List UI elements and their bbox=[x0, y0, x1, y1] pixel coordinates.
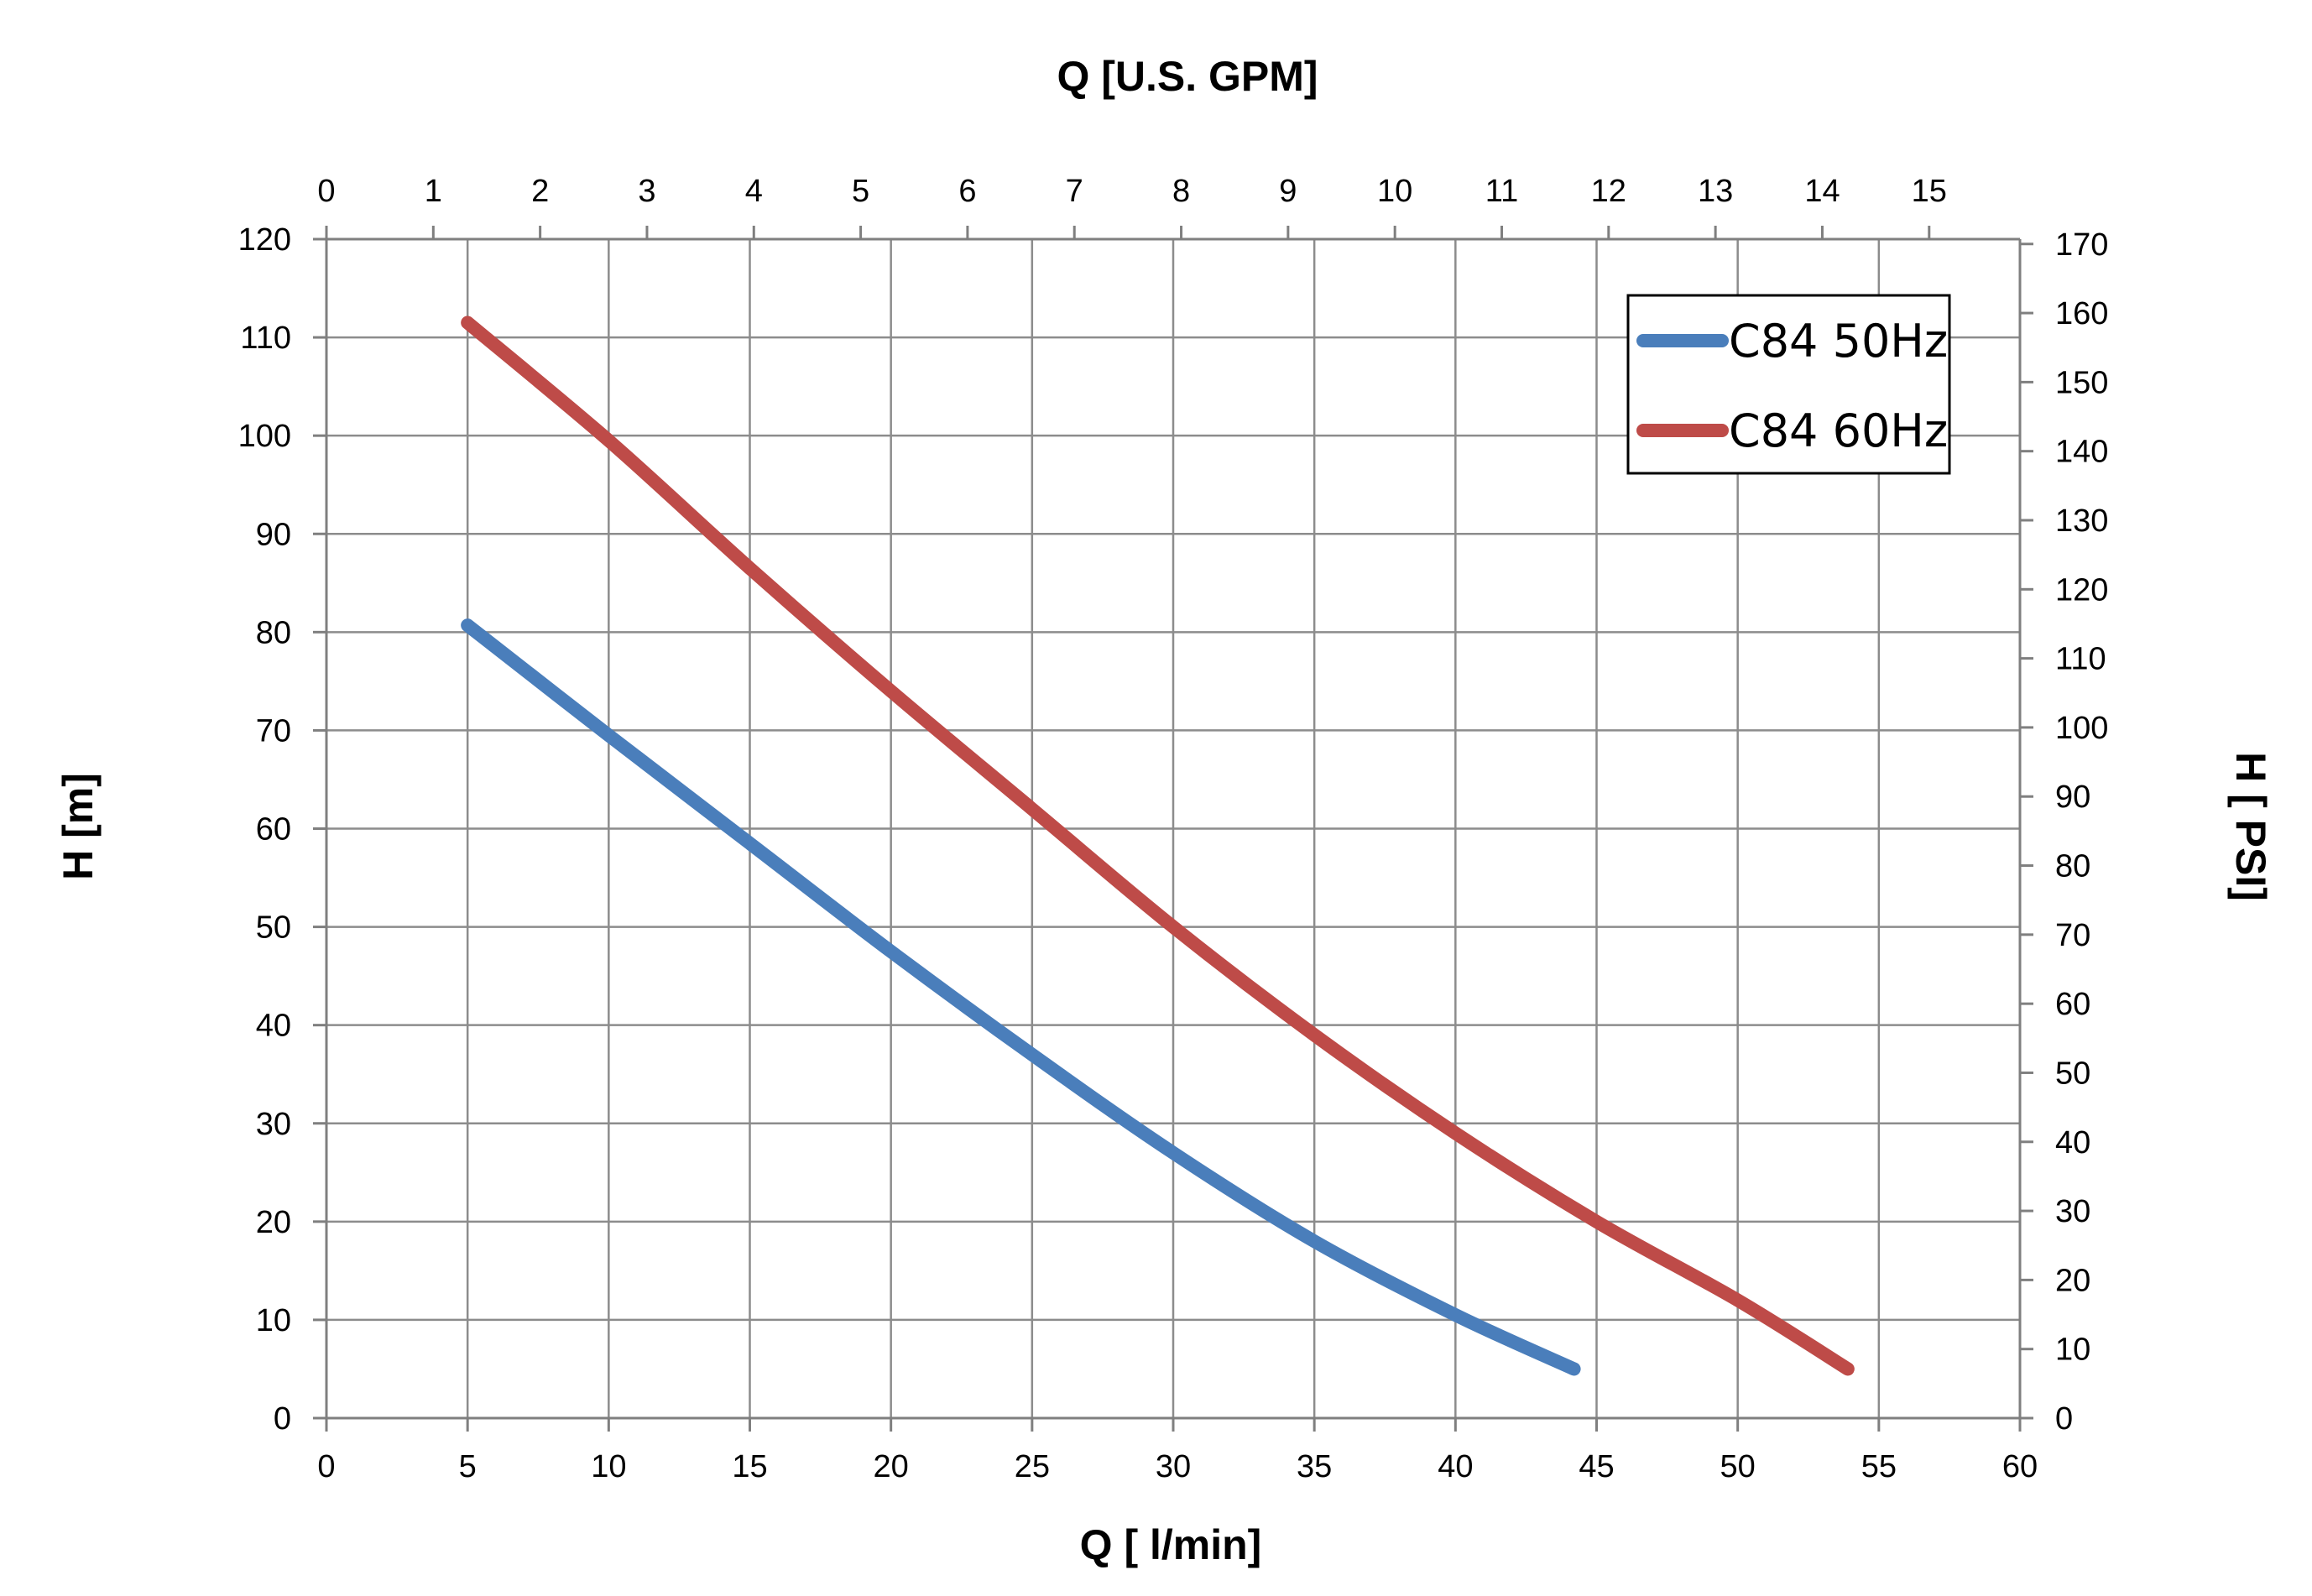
x-bottom-tick-label: 55 bbox=[1861, 1449, 1897, 1484]
x-top-tick-label: 3 bbox=[638, 174, 655, 209]
y-left-tick-label: 50 bbox=[256, 910, 291, 946]
series bbox=[461, 316, 1855, 1376]
y-left-tick-label: 40 bbox=[256, 1009, 291, 1044]
y-right-tick-label: 140 bbox=[2055, 435, 2108, 470]
y-left-tick-label: 10 bbox=[256, 1303, 291, 1338]
x-bottom-tick-label: 50 bbox=[1720, 1449, 1756, 1484]
y-left-tick-label: 30 bbox=[256, 1107, 291, 1142]
x-bottom-tick-label: 45 bbox=[1579, 1449, 1614, 1484]
legend: C84 50Hz C84 60Hz bbox=[1626, 294, 1951, 475]
y-right-tick-label: 150 bbox=[2055, 365, 2108, 400]
legend-label-1: C84 50Hz bbox=[1729, 315, 1948, 368]
x-top-tick-label: 12 bbox=[1591, 174, 1626, 209]
grid bbox=[326, 237, 2020, 1418]
x-top-tick-label: 9 bbox=[1279, 174, 1297, 209]
y-right-tick-label: 100 bbox=[2055, 711, 2108, 746]
x-bottom-tick-label: 30 bbox=[1156, 1449, 1191, 1484]
x-top-tick-label: 0 bbox=[317, 174, 335, 209]
x-top-axis-title: Q [U.S. GPM] bbox=[1057, 53, 1318, 100]
y-left-tick-label: 60 bbox=[256, 812, 291, 848]
x-bottom-tick-label: 60 bbox=[2002, 1449, 2038, 1484]
x-top-tick-label: 2 bbox=[531, 174, 549, 209]
y-right-tick-label: 60 bbox=[2055, 987, 2090, 1022]
x-top-tick-label: 4 bbox=[745, 174, 763, 209]
x-top-tick-label: 10 bbox=[1377, 174, 1412, 209]
x-top-tick-label: 1 bbox=[425, 174, 442, 209]
y-right-tick-label: 10 bbox=[2055, 1333, 2090, 1368]
series-line-1 bbox=[461, 618, 1581, 1376]
y-left-tick-label: 110 bbox=[240, 321, 291, 356]
y-left-axis-title: H [m] bbox=[55, 773, 102, 880]
y-right-tick-label: 160 bbox=[2055, 296, 2108, 331]
x-bottom-tick-label: 10 bbox=[591, 1449, 626, 1484]
y-left-tick-label: 100 bbox=[238, 419, 291, 454]
y-right-tick-label: 130 bbox=[2055, 503, 2108, 539]
y-left-tick-label: 70 bbox=[256, 713, 291, 748]
x-bottom-tick-label: 20 bbox=[874, 1449, 909, 1484]
axes: 0 5 10 15 20 25 30 35 40 45 50 55 600 1 2 3 4 5 6 7 8 9 10 11 12… bbox=[238, 174, 2109, 1484]
x-bottom-tick-label: 40 bbox=[1438, 1449, 1473, 1484]
x-bottom-tick-label: 5 bbox=[459, 1449, 477, 1484]
y-right-tick-label: 120 bbox=[2055, 572, 2108, 608]
y-right-tick-label: 110 bbox=[2055, 642, 2106, 677]
x-top-tick-label: 11 bbox=[1485, 174, 1518, 209]
x-bottom-tick-label: 15 bbox=[732, 1449, 767, 1484]
x-bottom-tick-label: 0 bbox=[317, 1449, 335, 1484]
x-top-tick-label: 6 bbox=[958, 174, 976, 209]
x-top-tick-label: 5 bbox=[852, 174, 869, 209]
x-bottom-axis-title: Q [ l/min] bbox=[1080, 1521, 1262, 1568]
x-top-tick-label: 14 bbox=[1804, 174, 1840, 209]
y-left-tick-label: 20 bbox=[256, 1205, 291, 1240]
x-top-tick-label: 7 bbox=[1066, 174, 1083, 209]
legend-label-2: C84 60Hz bbox=[1729, 404, 1948, 457]
y-left-tick-label: 0 bbox=[274, 1401, 291, 1437]
y-left-tick-label: 120 bbox=[238, 222, 291, 258]
y-right-tick-label: 30 bbox=[2055, 1194, 2090, 1229]
legend-box bbox=[1626, 294, 1951, 475]
y-right-tick-label: 40 bbox=[2055, 1125, 2090, 1160]
series-line-2 bbox=[461, 316, 1855, 1376]
y-right-tick-label: 170 bbox=[2055, 227, 2108, 263]
x-bottom-tick-label: 25 bbox=[1015, 1449, 1050, 1484]
y-right-tick-label: 0 bbox=[2055, 1401, 2073, 1437]
x-top-tick-label: 8 bbox=[1172, 174, 1190, 209]
y-right-axis-title: H [ PSI] bbox=[2227, 752, 2274, 901]
y-left-tick-label: 90 bbox=[256, 517, 291, 552]
y-left-tick-label: 80 bbox=[256, 615, 291, 650]
y-right-tick-label: 80 bbox=[2055, 849, 2090, 884]
y-right-tick-label: 20 bbox=[2055, 1263, 2090, 1298]
y-right-tick-label: 90 bbox=[2055, 780, 2090, 815]
y-right-tick-label: 50 bbox=[2055, 1056, 2090, 1091]
y-right-tick-label: 70 bbox=[2055, 918, 2090, 953]
x-bottom-tick-label: 35 bbox=[1297, 1449, 1332, 1484]
x-top-tick-label: 13 bbox=[1698, 174, 1733, 209]
x-top-tick-label: 15 bbox=[1912, 174, 1947, 209]
